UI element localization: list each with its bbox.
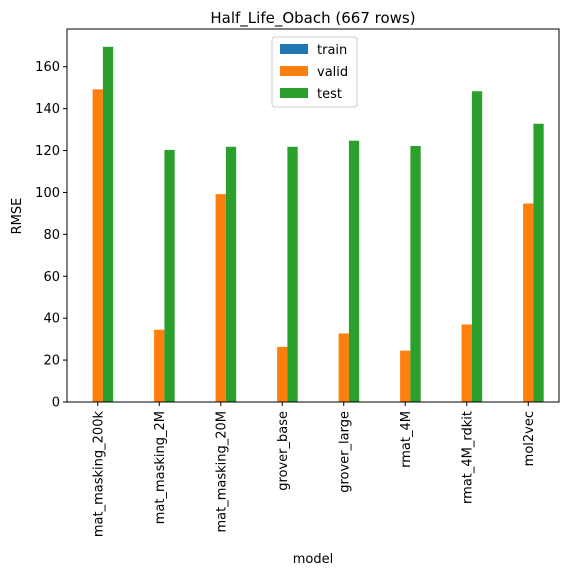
y-tick-label: 20 xyxy=(43,354,60,369)
y-tick-label: 100 xyxy=(35,186,60,201)
bar-valid-mat_masking_20M xyxy=(215,194,226,402)
bar-valid-grover_large xyxy=(338,333,349,402)
bar-valid-grover_base xyxy=(277,346,288,402)
y-axis-label: RMSE xyxy=(10,198,25,235)
bar-test-mat_masking_200k xyxy=(102,46,114,402)
x-axis: mat_masking_200k mat_masking_2M mat_maskin… xyxy=(91,402,537,537)
bar-test-rmat_4M xyxy=(410,145,421,403)
legend-swatch-test xyxy=(280,88,308,98)
bar-valid-mat_masking_200k xyxy=(92,89,103,403)
legend: train valid test xyxy=(271,36,358,108)
x-tick-label: mat_masking_2M xyxy=(153,411,168,524)
y-tick-label: 160 xyxy=(35,60,60,75)
y-tick-label: 80 xyxy=(43,228,60,243)
x-tick-label: mat_masking_200k xyxy=(91,411,106,538)
bar-test-rmat_4M_rdkit xyxy=(471,91,483,403)
legend-label-valid: valid xyxy=(317,65,348,80)
bar-valid-mat_masking_2M xyxy=(154,329,165,402)
bar-valid-rmat_4M xyxy=(400,350,411,402)
x-tick-label: mol2vec xyxy=(522,411,537,466)
bar-test-mat_masking_20M xyxy=(225,146,237,402)
legend-label-train: train xyxy=(317,43,347,58)
x-tick-label: rmat_4M xyxy=(399,411,414,468)
bar-test-grover_large xyxy=(348,140,360,403)
y-tick-label: 140 xyxy=(35,102,60,117)
legend-label-test: test xyxy=(317,87,342,102)
y-tick-label: 60 xyxy=(43,270,60,285)
y-tick-label: 0 xyxy=(52,396,60,411)
bar-test-mol2vec xyxy=(533,123,544,402)
x-axis-label: model xyxy=(293,552,333,567)
bar-test-grover_base xyxy=(287,146,298,402)
x-tick-label: grover_base xyxy=(276,411,291,491)
bar-test-mat_masking_2M xyxy=(164,149,175,402)
x-tick-label: grover_large xyxy=(337,411,352,493)
plot-frame xyxy=(66,28,560,403)
x-tick-label: rmat_4M_rdkit xyxy=(460,411,475,504)
bar-valid-rmat_4M_rdkit xyxy=(461,324,472,402)
y-tick-label: 120 xyxy=(35,144,60,159)
y-axis: 0 20 40 60 80 100 120 140 160 xyxy=(35,60,67,411)
bar-valid-mol2vec xyxy=(523,203,534,402)
chart-title: Half_Life_Obach (667 rows) xyxy=(210,9,415,28)
y-tick-label: 40 xyxy=(43,312,60,327)
x-tick-label: mat_masking_20M xyxy=(214,411,229,533)
bars-layer xyxy=(92,46,544,403)
legend-swatch-train xyxy=(280,44,308,54)
legend-swatch-valid xyxy=(280,66,308,76)
